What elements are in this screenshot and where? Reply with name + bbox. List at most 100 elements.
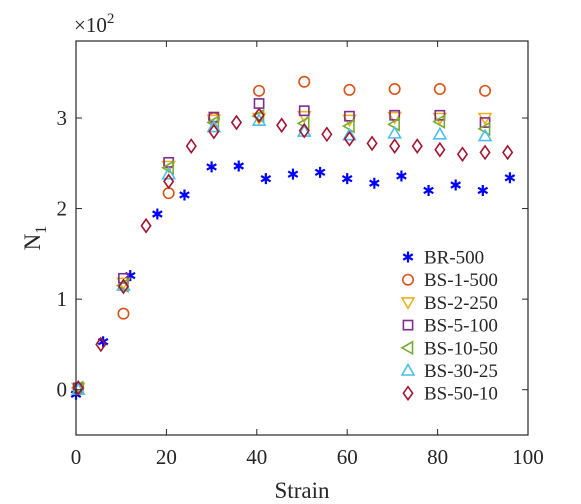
data-point [233,160,245,172]
data-point [276,117,288,134]
data-point [298,122,310,139]
y-multiplier-base: ×10 [74,13,107,37]
legend-item: BS-5-100 [402,316,498,337]
x-tick-label: 100 [512,445,544,469]
legend-item: BR-500 [402,248,484,269]
y-multiplier: ×102 [74,11,114,37]
data-point [504,172,516,184]
data-point [479,84,492,97]
data-point [387,111,403,125]
legend-marker [402,319,414,331]
data-point [432,126,448,140]
y-tick-label: 0 [57,378,68,402]
x-tick-label: 60 [337,445,358,469]
data-point [296,110,312,124]
data-point [230,114,243,131]
legend-marker [402,251,414,263]
data-point [95,336,107,353]
legend-marker [400,340,414,356]
legend-item: BS-1-500 [401,270,498,291]
legend-label: BS-1-500 [424,270,498,291]
data-point [206,161,217,173]
data-point [117,278,130,295]
data-point [161,166,177,180]
legend-marker [400,362,416,376]
data-point [253,84,266,97]
legend-label: BS-30-25 [424,361,498,382]
data-point [72,380,84,396]
data-point [434,141,446,158]
x-tick-label: 0 [71,445,82,469]
legend-item: BS-50-10 [402,384,498,405]
legend-marker [400,297,416,311]
data-point [477,184,489,196]
data-point [387,125,403,139]
data-point [343,83,356,96]
data-point [502,144,514,161]
legend-item: BS-30-25 [400,361,498,382]
series-BS-30-25 [70,113,493,396]
data-point [208,123,220,140]
data-point [298,105,310,117]
data-point [253,107,265,124]
data-point [163,173,175,190]
data-point [321,126,333,143]
legend: BR-500BS-1-500BS-2-250BS-5-100BS-10-50BS… [400,248,498,405]
legend-label: BS-50-10 [424,384,498,405]
y-tick-label: 2 [57,197,68,221]
y-tick-label: 3 [57,106,68,130]
data-point [251,113,267,127]
data-point [477,128,493,142]
data-point [389,109,401,121]
data-point [341,173,353,185]
data-point [389,138,401,154]
legend-item: BS-10-50 [400,338,498,359]
series-BS-1-500 [72,75,492,394]
data-point [343,130,356,147]
data-point [479,144,491,161]
data-point [411,138,423,154]
y-axis-title-main: N [20,233,45,250]
data-point [185,138,197,154]
data-point [179,189,190,201]
data-point [260,173,272,185]
x-axis-title: Strain [275,478,330,503]
x-tick-label: 40 [246,445,267,469]
x-tick-label: 80 [427,445,448,469]
y-multiplier-exp: 2 [107,11,115,27]
data-point [477,112,493,126]
y-axis-title: N1 [20,226,50,251]
data-point [287,168,299,180]
data-marks [70,75,516,400]
legend-label: BS-2-250 [424,293,498,314]
legend-label: BS-5-100 [424,316,498,337]
data-point [423,184,434,196]
series-BR-500 [70,160,516,400]
data-point [366,135,378,152]
series-BS-50-10 [72,107,514,396]
data-point [298,75,311,88]
plot-frame [75,40,529,436]
x-tick-label: 20 [156,445,177,469]
data-point [344,110,355,122]
legend-marker [401,273,414,286]
y-tick-label: 1 [57,287,68,311]
legend-item: BS-2-250 [400,293,498,314]
data-point [342,127,357,141]
data-point [432,112,448,126]
legend-label: BS-10-50 [424,338,498,359]
data-point [456,146,469,163]
data-point [206,119,222,133]
legend-label: BR-500 [424,248,484,269]
data-point [152,208,163,220]
data-point [388,83,401,96]
y-axis-title-subscript: 1 [33,226,50,234]
data-point [314,166,326,178]
data-point [369,177,380,189]
data-point [140,217,152,234]
data-point [433,83,446,96]
data-point [117,307,130,320]
data-point [450,179,461,191]
legend-marker [402,385,414,402]
